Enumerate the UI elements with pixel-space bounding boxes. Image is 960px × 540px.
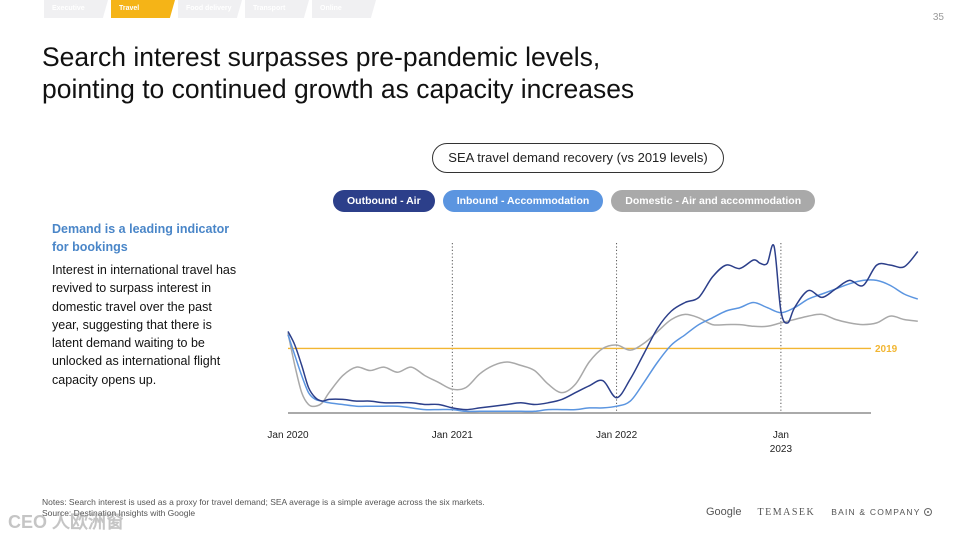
footnote-source: Source: Destination Insights with Google — [42, 508, 196, 518]
chart-legend: Outbound - Air Inbound - Accommodation D… — [333, 190, 816, 212]
legend-inbound-accommodation[interactable]: Inbound - Accommodation — [442, 190, 604, 212]
nav-tab-food-delivery[interactable]: Food delivery — [178, 0, 242, 18]
chart-title: SEA travel demand recovery (vs 2019 leve… — [432, 143, 724, 173]
series-line-inbound-accommodation — [287, 279, 919, 413]
slide-title-line2: pointing to continued growth as capacity… — [42, 74, 635, 104]
footnote-notes: Notes: Search interest is used as a prox… — [42, 497, 485, 507]
sidebar-heading: Demand is a leading indicator for bookin… — [52, 222, 230, 254]
footnotes: Notes: Search interest is used as a prox… — [42, 497, 485, 519]
x-tick-label-3: Jan — [773, 430, 789, 441]
slide-title-line1: Search interest surpasses pre-pandemic l… — [42, 42, 601, 72]
sidebar-body: Interest in international travel has rev… — [52, 263, 237, 387]
legend-outbound-air[interactable]: Outbound - Air — [333, 190, 435, 212]
x-tick-label-0: Jan 2020 — [267, 430, 309, 441]
watermark: CEO 人欧洲窗 — [8, 512, 125, 532]
nav-tab-travel[interactable]: Travel — [111, 0, 175, 18]
nav-tab-executive[interactable]: Executive — [44, 0, 108, 18]
nav-tab-transport[interactable]: Transport — [245, 0, 309, 18]
page-number: 35 — [932, 12, 944, 23]
temasek-logo: TEMASEK — [757, 506, 816, 518]
x-tick-label-2: Jan 2022 — [596, 430, 638, 441]
bain-logo: BAIN & COMPANY — [831, 507, 932, 517]
series-line-domestic-air-and-accommodation — [287, 313, 918, 408]
x-tick-label-1: Jan 2021 — [432, 430, 474, 441]
footer-logos: Google TEMASEK BAIN & COMPANY — [706, 506, 932, 518]
series-line-outbound-air — [287, 243, 919, 411]
x-tick-sublabel-3: 2023 — [770, 444, 793, 455]
slide-title: Search interest surpasses pre-pandemic l… — [42, 41, 762, 105]
bain-logo-text: BAIN & COMPANY — [831, 507, 921, 517]
legend-domestic-air-accommodation[interactable]: Domestic - Air and accommodation — [611, 190, 816, 212]
baseline-2019-label: 2019 — [875, 344, 898, 355]
bain-mark-icon — [923, 508, 932, 516]
google-logo: Google — [706, 506, 742, 518]
section-nav: Executive Travel Food delivery Transport… — [44, 0, 376, 19]
nav-tab-online[interactable]: Online — [312, 0, 376, 18]
